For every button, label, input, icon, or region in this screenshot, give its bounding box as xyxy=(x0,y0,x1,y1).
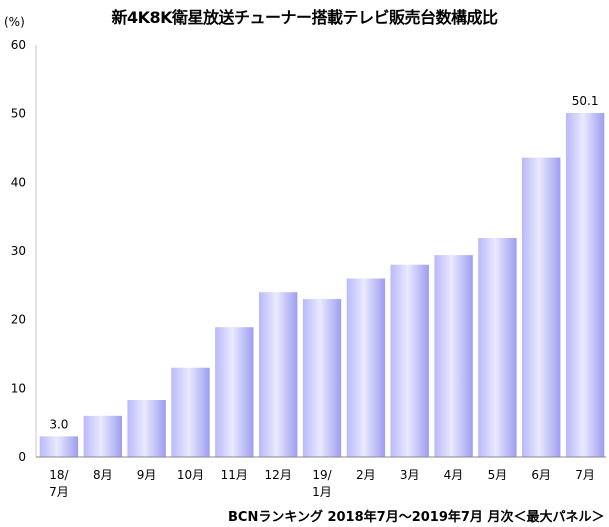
y-tick-label: 20 xyxy=(11,313,26,327)
x-tick-label: 10月 xyxy=(177,468,204,482)
source-note: BCNランキング 2018年7月～2019年7月 月次＜最大パネル＞ xyxy=(228,510,605,525)
bar xyxy=(522,157,561,457)
bar xyxy=(171,367,210,457)
x-axis-ticks: 18/7月 8月 9月 10月 11月 12月 19/1月 2月 3月 4月 5月 6月 7月 xyxy=(49,468,595,499)
y-axis-ticks: 0 10 20 30 40 50 60 xyxy=(11,38,26,464)
y-tick-label: 40 xyxy=(11,175,26,189)
x-tick-label: 3月 xyxy=(400,468,420,482)
y-tick-label: 0 xyxy=(18,450,26,464)
bar xyxy=(390,264,429,457)
data-labels: 3.0 50.1 xyxy=(49,94,598,431)
x-tick-label: 7月 xyxy=(49,485,69,499)
bar xyxy=(346,278,386,457)
y-tick-label: 10 xyxy=(11,381,26,395)
bar xyxy=(127,400,166,457)
x-tick-label: 8月 xyxy=(93,468,113,482)
bar xyxy=(434,255,473,457)
chart-title: 新4K8K衛星放送チューナー搭載テレビ販売台数構成比 xyxy=(111,8,498,27)
y-tick-label: 60 xyxy=(11,38,26,52)
y-tick-label: 50 xyxy=(11,107,26,121)
x-tick-label: 12月 xyxy=(265,468,292,482)
x-tick-label: 6月 xyxy=(531,468,551,482)
x-tick-label: 1月 xyxy=(312,485,332,499)
x-tick-label: 5月 xyxy=(488,468,508,482)
x-tick-label: 19/ xyxy=(312,468,332,482)
x-tick-label: 7月 xyxy=(575,468,595,482)
bar xyxy=(478,238,517,457)
data-label: 3.0 xyxy=(49,417,68,431)
bar xyxy=(83,415,122,457)
y-axis-unit-label: (%) xyxy=(4,15,25,29)
bar xyxy=(39,436,79,457)
bars xyxy=(39,113,605,457)
x-tick-label: 18/ xyxy=(49,468,69,482)
y-tick-label: 30 xyxy=(11,244,26,258)
bar xyxy=(259,292,298,457)
x-tick-label: 9月 xyxy=(137,468,157,482)
bar xyxy=(302,299,342,457)
bar xyxy=(215,327,254,457)
x-tick-label: 2月 xyxy=(356,468,376,482)
data-label: 50.1 xyxy=(572,94,599,108)
x-tick-label: 4月 xyxy=(444,468,464,482)
x-tick-label: 11月 xyxy=(221,468,248,482)
bar xyxy=(565,113,605,457)
